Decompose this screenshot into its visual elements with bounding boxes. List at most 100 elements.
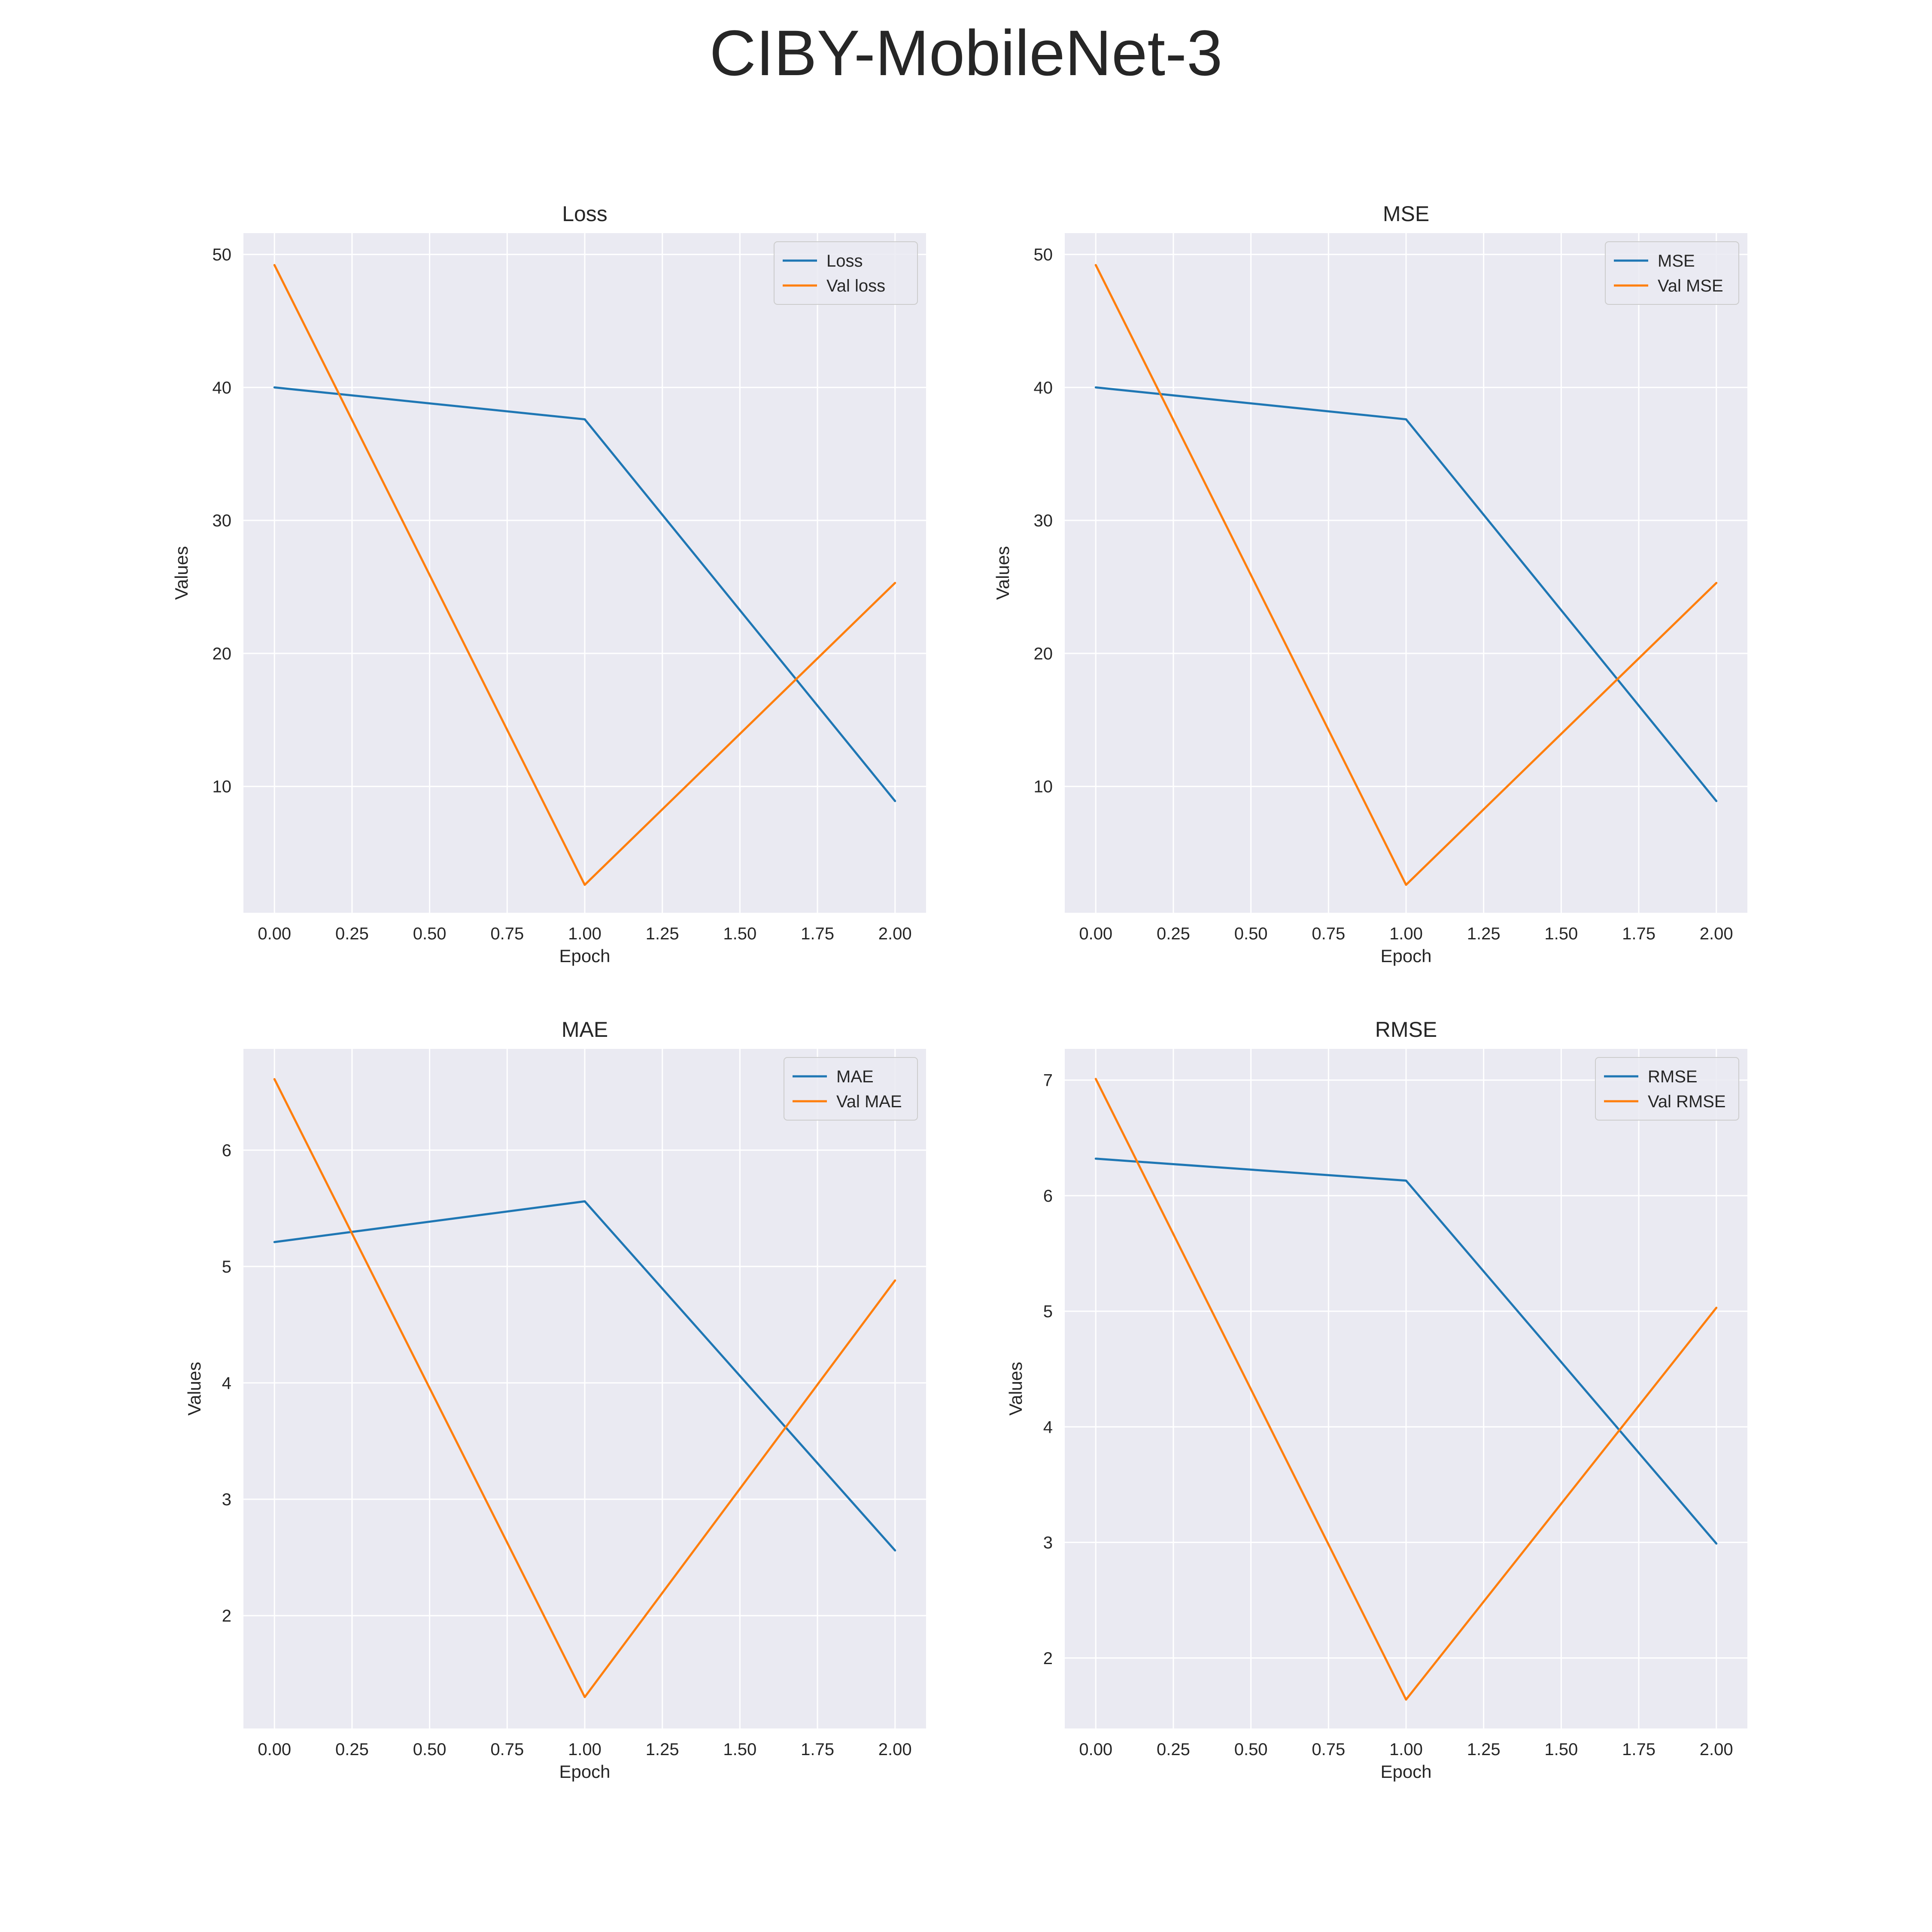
legend-label: Val RMSE: [1648, 1092, 1726, 1111]
subplot-title: RMSE: [1375, 1018, 1437, 1042]
x-tick-label: 1.00: [1389, 924, 1423, 943]
x-tick-label: 0.50: [1234, 924, 1268, 943]
series-line-mse: [1094, 386, 1718, 802]
y-tick-label: 5: [1043, 1302, 1053, 1321]
legend-box: [1595, 1057, 1739, 1121]
x-tick-label: 1.25: [1467, 924, 1501, 943]
x-tick-label: 0.75: [490, 1740, 524, 1759]
x-tick-label: 0.00: [1079, 1740, 1112, 1759]
legend-label: MAE: [836, 1067, 874, 1086]
x-tick-label: 1.25: [1467, 1740, 1501, 1759]
x-tick-label: 1.75: [801, 1740, 834, 1759]
x-axis-label: Epoch: [1380, 946, 1431, 966]
y-tick-label: 30: [1034, 511, 1053, 530]
legend-label: RMSE: [1648, 1067, 1698, 1086]
x-axis-label: Epoch: [1380, 1762, 1431, 1782]
x-tick-label: 2.00: [878, 924, 912, 943]
x-tick-label: 1.25: [646, 924, 679, 943]
x-tick-label: 0.75: [1312, 1740, 1345, 1759]
series-line-mae: [273, 1200, 896, 1552]
subplot-mse: 0.00 0.25 0.50 0.75 1.00 1.25 1.50 1.75 2.00 10 20…: [993, 202, 1747, 966]
x-tick-label: 0.50: [413, 924, 447, 943]
x-axis-label: Epoch: [559, 1762, 610, 1782]
legend-label: Val MSE: [1658, 276, 1723, 295]
x-tick-label: 0.00: [258, 924, 291, 943]
y-tick-label: 50: [213, 246, 232, 264]
y-tick-label: 4: [1043, 1418, 1053, 1437]
y-tick-label: 2: [222, 1607, 231, 1625]
x-tick-label: 0.25: [1157, 1740, 1190, 1759]
x-tick-label: 0.25: [335, 1740, 369, 1759]
x-tick-label: 0.50: [413, 1740, 447, 1759]
subplot-rmse: 0.00 0.25 0.50 0.75 1.00 1.25 1.50 1.75 2.00 2 3 4 5…: [1005, 1018, 1747, 1782]
legend-box: [1605, 241, 1739, 305]
y-tick-label: 20: [213, 644, 232, 663]
x-tick-label: 2.00: [1700, 1740, 1733, 1759]
legend: RMSE Val RMSE: [1595, 1057, 1739, 1121]
y-tick-label: 40: [1034, 378, 1053, 397]
series-line-rmse: [1094, 1157, 1718, 1545]
subplot-title: MAE: [562, 1018, 608, 1042]
series-line-val-rmse: [1094, 1078, 1718, 1701]
x-tick-label: 0.00: [258, 1740, 291, 1759]
series-line-val-loss: [273, 264, 896, 886]
subplot-grid: 0.00 0.25 0.50 0.75 1.00 1.25 1.50 1.75 2.001020…: [171, 202, 1747, 1782]
subplot-title: MSE: [1383, 202, 1429, 226]
legend-label: Loss: [826, 252, 863, 270]
x-tick-label: 1.00: [568, 924, 601, 943]
y-tick-label: 7: [1043, 1071, 1053, 1090]
figure-title: CIBY-MobileNet-3: [710, 17, 1223, 89]
x-tick-label: 1.50: [723, 924, 756, 943]
legend-box: [784, 1057, 918, 1121]
x-axis-label: Epoch: [559, 946, 610, 966]
legend: Loss Val loss: [774, 241, 918, 305]
y-tick-label: 5: [222, 1258, 231, 1276]
x-tick-label: 1.75: [1622, 1740, 1656, 1759]
x-tick-label: 1.00: [1389, 1740, 1423, 1759]
y-tick-label: 10: [1034, 778, 1053, 796]
y-axis-label: Values: [171, 546, 191, 600]
y-tick-label: 2: [1043, 1649, 1053, 1668]
y-tick-label: 50: [1034, 246, 1053, 264]
x-tick-label: 1.50: [1544, 1740, 1578, 1759]
subplot-title: Loss: [562, 202, 608, 226]
x-tick-label: 1.50: [723, 1740, 756, 1759]
subplot-loss: 0.00 0.25 0.50 0.75 1.00 1.25 1.50 1.75 2.00 10 20…: [171, 202, 926, 966]
legend-label: Val MAE: [836, 1092, 902, 1111]
y-tick-label: 40: [213, 378, 232, 397]
y-tick-label: 30: [213, 511, 232, 530]
x-tick-label: 0.75: [490, 924, 524, 943]
legend: MAE Val MAE: [784, 1057, 918, 1121]
legend-label: Val loss: [826, 276, 885, 295]
x-tick-label: 0.25: [1157, 924, 1190, 943]
x-tick-label: 1.50: [1544, 924, 1578, 943]
subplot-mae: 0.00 0.25 0.50 0.75 1.00 1.25 1.50 1.75 2.00 2 3 4 5…: [184, 1018, 926, 1782]
x-tick-label: 0.25: [335, 924, 369, 943]
y-tick-label: 10: [213, 778, 232, 796]
x-tick-label: 1.75: [801, 924, 834, 943]
legend-box: [774, 241, 918, 305]
y-tick-label: 20: [1034, 644, 1053, 663]
y-tick-label: 6: [1043, 1187, 1053, 1206]
y-axis-label: Values: [1005, 1362, 1026, 1416]
x-tick-label: 1.75: [1622, 924, 1656, 943]
x-tick-label: 0.75: [1312, 924, 1345, 943]
series-line-val-mse: [1094, 264, 1718, 886]
series-line-loss: [273, 386, 896, 802]
y-tick-label: 6: [222, 1141, 231, 1160]
y-axis-label: Values: [184, 1362, 204, 1416]
y-axis-label: Values: [993, 546, 1013, 600]
x-tick-label: 1.00: [568, 1740, 601, 1759]
legend: MSE Val MSE: [1605, 241, 1739, 305]
x-tick-label: 1.25: [646, 1740, 679, 1759]
y-tick-label: 4: [222, 1374, 231, 1393]
y-tick-label: 3: [1043, 1534, 1053, 1552]
legend-label: MSE: [1658, 252, 1695, 270]
y-tick-label: 3: [222, 1490, 231, 1509]
x-tick-label: 0.00: [1079, 924, 1112, 943]
x-tick-label: 0.50: [1234, 1740, 1268, 1759]
x-tick-label: 2.00: [878, 1740, 912, 1759]
series-line-val-mae: [273, 1078, 896, 1698]
x-tick-label: 2.00: [1700, 924, 1733, 943]
